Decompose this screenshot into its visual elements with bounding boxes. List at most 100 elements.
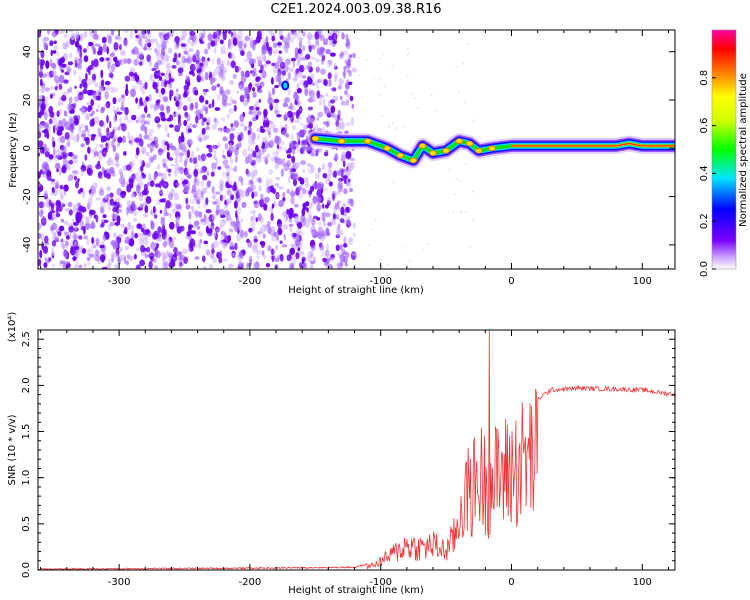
noise-speckle: [285, 58, 291, 66]
noise-speckle: [56, 110, 60, 118]
noise-speckle: [310, 147, 315, 154]
noise-speckle: [322, 97, 326, 107]
noise-speckle: [129, 139, 134, 147]
noise-speckle: [88, 67, 91, 76]
noise-speckle: [76, 88, 80, 98]
noise-speckle: [279, 125, 283, 130]
noise-speckle: [142, 234, 145, 239]
noise-speckle: [147, 47, 153, 51]
noise-speckle: [192, 157, 198, 165]
noise-speckle: [178, 135, 181, 145]
noise-speckle: [234, 165, 238, 173]
noise-speckle: [417, 106, 419, 109]
noise-speckle: [154, 143, 159, 149]
noise-speckle: [66, 88, 70, 93]
noise-speckle: [282, 117, 287, 121]
noise-speckle: [251, 140, 256, 145]
noise-speckle: [330, 218, 336, 226]
noise-speckle: [75, 31, 80, 39]
noise-speckle: [291, 155, 296, 164]
noise-speckle: [89, 148, 95, 154]
x-tick-label: 100: [633, 577, 652, 588]
x-tick-label: -100: [369, 577, 392, 588]
noise-speckle: [302, 31, 306, 37]
noise-speckle: [215, 157, 219, 165]
noise-speckle: [73, 264, 80, 269]
noise-speckle: [106, 46, 109, 55]
noise-speckle: [111, 212, 116, 219]
noise-speckle: [169, 30, 174, 37]
noise-speckle: [176, 226, 182, 234]
noise-speckle: [202, 187, 208, 194]
noise-speckle: [157, 50, 161, 56]
noise-speckle: [307, 113, 311, 121]
noise-speckle: [235, 155, 238, 163]
noise-speckle: [135, 119, 139, 124]
noise-speckle: [101, 241, 105, 246]
noise-speckle: [309, 263, 314, 269]
noise-speckle: [38, 258, 42, 267]
noise-speckle: [236, 232, 242, 242]
noise-speckle: [80, 133, 86, 138]
noise-speckle: [258, 178, 263, 184]
noise-speckle: [304, 201, 310, 207]
noise-speckle: [50, 225, 54, 232]
noise-speckle: [180, 141, 186, 148]
noise-speckle: [90, 136, 95, 141]
noise-speckle: [197, 154, 201, 161]
noise-speckle: [308, 61, 313, 67]
noise-speckle: [101, 266, 108, 269]
noise-speckle: [177, 67, 184, 74]
noise-speckle: [402, 264, 405, 266]
noise-speckle: [222, 218, 228, 224]
noise-speckle: [105, 186, 112, 192]
noise-speckle: [169, 30, 173, 38]
noise-speckle: [65, 240, 69, 247]
noise-speckle: [98, 189, 105, 197]
noise-speckle: [96, 108, 99, 113]
noise-speckle: [128, 178, 134, 183]
noise-speckle: [144, 254, 150, 258]
noise-speckle: [52, 213, 57, 220]
noise-speckle: [219, 249, 223, 259]
noise-speckle: [223, 158, 229, 166]
noise-speckle: [213, 68, 219, 76]
noise-speckle: [195, 49, 200, 57]
noise-speckle: [97, 160, 101, 166]
noise-speckle: [93, 151, 100, 157]
noise-speckle: [308, 190, 313, 195]
noise-speckle: [193, 220, 200, 226]
noise-speckle: [139, 159, 144, 165]
noise-speckle: [209, 77, 213, 85]
noise-speckle: [276, 144, 280, 149]
noise-speckle: [165, 166, 169, 173]
noise-speckle: [140, 113, 146, 119]
ridge-peak: [383, 145, 392, 152]
noise-speckle: [213, 152, 217, 161]
noise-speckle: [78, 124, 82, 134]
noise-speckle: [47, 74, 51, 78]
noise-speckle: [135, 97, 139, 104]
noise-speckle: [339, 121, 345, 130]
noise-speckle: [48, 154, 54, 160]
noise-speckle: [202, 255, 206, 263]
noise-speckle: [244, 58, 250, 63]
noise-speckle: [294, 203, 299, 208]
noise-speckle: [170, 163, 175, 167]
noise-speckle: [226, 102, 232, 107]
noise-speckle: [469, 246, 471, 248]
noise-speckle: [44, 163, 48, 172]
noise-speckle: [153, 230, 160, 240]
noise-speckle: [117, 234, 124, 238]
noise-speckle: [91, 73, 97, 81]
noise-speckle: [200, 180, 205, 188]
noise-speckle: [179, 254, 186, 261]
noise-speckle: [126, 200, 131, 207]
noise-speckle: [53, 147, 56, 156]
noise-speckle: [458, 90, 460, 93]
noise-speckle: [271, 77, 274, 85]
noise-speckle: [275, 191, 280, 200]
noise-speckle: [90, 134, 97, 138]
noise-speckle: [85, 115, 90, 120]
